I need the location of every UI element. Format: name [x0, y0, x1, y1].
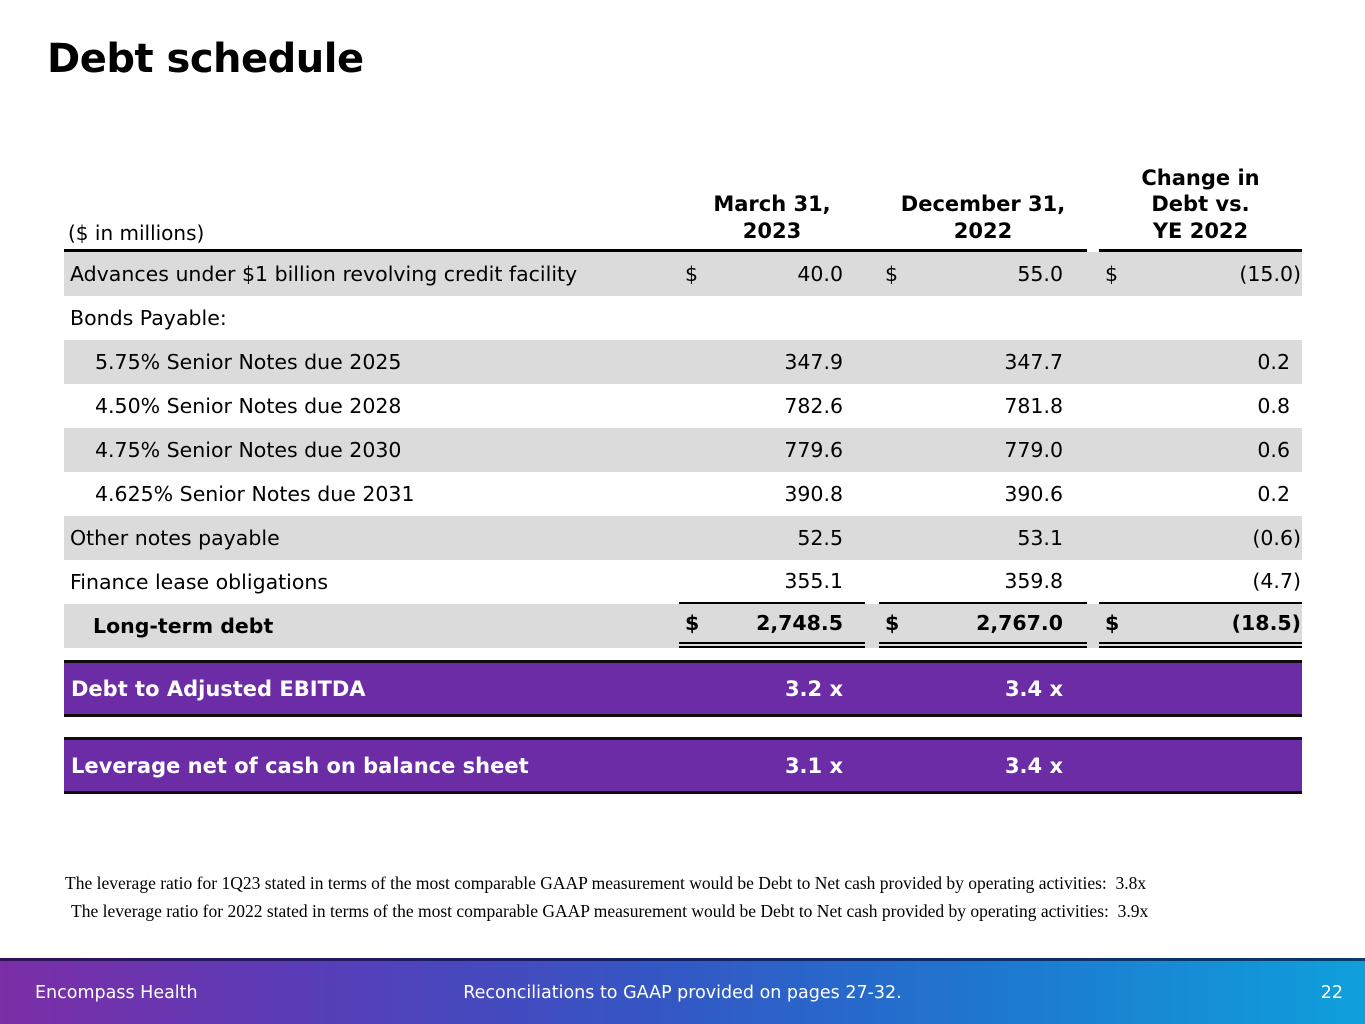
row-label: Bonds Payable: [70, 306, 227, 330]
ratio-value-mar2023: 3.2 x [784, 676, 843, 701]
footnote-2022: The leverage ratio for 2022 stated in te… [71, 901, 1149, 921]
value-change: 0.8 [1257, 394, 1290, 418]
value-mar2023: 782.6 [784, 394, 843, 418]
value-change: $ (18.5) [1099, 604, 1302, 648]
value-mar2023: 779.6 [784, 438, 843, 462]
row-label: Long-term debt [93, 614, 274, 638]
dollar-sign: $ [885, 262, 899, 286]
column-header-change: Change in Debt vs. YE 2022 [1099, 150, 1302, 252]
row-label: Finance lease obligations [70, 570, 329, 594]
table-row-advances: Advances under $1 billion revolving cred… [64, 252, 1302, 296]
value-change: $ (15.0) [1105, 262, 1301, 286]
value-mar2023: 390.8 [784, 482, 843, 506]
dollar-sign: $ [685, 611, 700, 635]
debt-to-ebitda-bar: Debt to Adjusted EBITDA 3.2 x 3.4 x [64, 660, 1302, 717]
debt-schedule-table: ($ in millions) March 31, 2023 December … [64, 150, 1302, 648]
column-header-december-2022: December 31, 2022 [879, 150, 1087, 252]
footer-bar: Encompass Health Reconciliations to GAAP… [0, 958, 1365, 1024]
row-label: Advances under $1 billion revolving cred… [70, 262, 578, 286]
page-title: Debt schedule [47, 36, 364, 82]
value-change: 0.2 [1257, 350, 1290, 374]
dollar-sign: $ [685, 262, 699, 286]
value-change: (4.7) [1099, 560, 1302, 604]
header-gap [865, 150, 879, 252]
value-dec2022: 347.7 [1004, 350, 1063, 374]
value-dec2022: $2,767.0 [879, 604, 1087, 648]
table-row-notes-2031: 4.625% Senior Notes due 2031 390.8 390.6… [64, 472, 1302, 516]
ratio-label: Leverage net of cash on balance sheet [71, 753, 529, 778]
dollar-sign: $ [885, 611, 900, 635]
company-name: Encompass Health [35, 982, 198, 1003]
dollar-sign: $ [1105, 262, 1119, 286]
footnotes: The leverage ratio for 1Q23 stated in te… [65, 869, 1148, 925]
column-header-march-2023: March 31, 2023 [679, 150, 865, 252]
table-row-other-notes: Other notes payable 52.5 53.1 (0.6) [64, 516, 1302, 560]
row-label: 5.75% Senior Notes due 2025 [95, 350, 402, 374]
footnote-1q23: The leverage ratio for 1Q23 stated in te… [65, 873, 1147, 893]
value-change: 0.6 [1257, 438, 1290, 462]
leverage-net-of-cash-bar: Leverage net of cash on balance sheet 3.… [64, 737, 1302, 794]
table-row-finance-lease: Finance lease obligations 355.1 359.8 (4… [64, 560, 1302, 604]
value-mar2023: $2,748.5 [679, 604, 865, 648]
value-dec2022: $55.0 [885, 262, 1063, 286]
table-row-notes-2030: 4.75% Senior Notes due 2030 779.6 779.0 … [64, 428, 1302, 472]
ratio-value-mar2023: 3.1 x [784, 753, 843, 778]
gaap-reconciliation-note: Reconciliations to GAAP provided on page… [463, 982, 902, 1003]
ratio-value-dec2022: 3.4 x [1004, 676, 1063, 701]
row-label: Other notes payable [70, 526, 280, 550]
table-row-notes-2025: 5.75% Senior Notes due 2025 347.9 347.7 … [64, 340, 1302, 384]
header-gap [1087, 150, 1099, 252]
value-dec2022: 781.8 [1004, 394, 1063, 418]
page-number: 22 [1320, 982, 1343, 1003]
value-mar2023: 347.9 [784, 350, 843, 374]
value-dec2022: 53.1 [1017, 526, 1063, 550]
table-row-bonds-payable-header: Bonds Payable: [64, 296, 1302, 340]
value-mar2023: $40.0 [685, 262, 843, 286]
row-label: 4.625% Senior Notes due 2031 [95, 482, 415, 506]
ratio-label: Debt to Adjusted EBITDA [71, 676, 366, 701]
value-mar2023: 355.1 [679, 560, 865, 604]
table-header-row: ($ in millions) March 31, 2023 December … [64, 150, 1302, 252]
dollar-sign: $ [1105, 611, 1120, 635]
units-label: ($ in millions) [64, 150, 679, 252]
value-change: (0.6) [1252, 526, 1301, 550]
row-label: 4.75% Senior Notes due 2030 [95, 438, 402, 462]
row-label: 4.50% Senior Notes due 2028 [95, 394, 402, 418]
table-row-notes-2028: 4.50% Senior Notes due 2028 782.6 781.8 … [64, 384, 1302, 428]
table-row-long-term-debt-total: Long-term debt $2,748.5 $2,767.0 $ (18.5) [64, 604, 1302, 648]
ratio-value-dec2022: 3.4 x [1004, 753, 1063, 778]
value-dec2022: 390.6 [1004, 482, 1063, 506]
value-mar2023: 52.5 [797, 526, 843, 550]
value-change: 0.2 [1257, 482, 1290, 506]
value-dec2022: 779.0 [1004, 438, 1063, 462]
value-dec2022: 359.8 [879, 560, 1087, 604]
